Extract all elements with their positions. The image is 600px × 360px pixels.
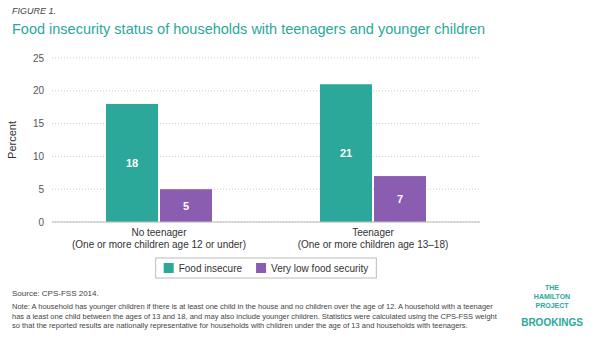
text-line: No teenager xyxy=(131,227,187,238)
grid-line xyxy=(52,58,480,59)
text-line: Teenager xyxy=(352,227,394,238)
bars xyxy=(106,84,426,222)
logo-text: THE HAMILTON PROJECT xyxy=(534,284,570,309)
bar xyxy=(374,176,426,222)
grid-line xyxy=(52,222,480,223)
y-tick-label: 25 xyxy=(33,53,45,64)
text-line: THE xyxy=(545,284,559,291)
title: Food insecurity status of households wit… xyxy=(12,21,485,37)
legend-label: Very low food security xyxy=(271,263,368,274)
x-tick-label: Teenager(One or more children age 13–18) xyxy=(298,227,449,250)
legend-label: Food insecure xyxy=(179,263,243,274)
text-line: has a least one child between the ages o… xyxy=(12,312,498,321)
data-label: 21 xyxy=(340,147,352,159)
text-line: so that the reported results are nationa… xyxy=(12,321,468,330)
data-label: 18 xyxy=(126,157,138,169)
y-tick-label: 5 xyxy=(38,184,44,195)
y-tick-label: 15 xyxy=(33,118,45,129)
text-line: (One or more children age 13–18) xyxy=(298,239,449,250)
logo-text: BROOKINGS xyxy=(521,317,583,328)
chart: FIGURE 1. Food insecurity status of house… xyxy=(0,0,600,360)
bar xyxy=(160,189,212,222)
figure-label: FIGURE 1. xyxy=(12,6,56,16)
y-tick-label: 10 xyxy=(33,151,45,162)
y-tick-label: 20 xyxy=(33,85,45,96)
text-line: HAMILTON xyxy=(534,293,570,300)
bar xyxy=(106,104,158,222)
legend-box xyxy=(156,258,377,278)
data-label: 5 xyxy=(183,200,189,212)
legend-swatch xyxy=(164,263,174,273)
x-axis-line xyxy=(52,222,480,223)
source: Source: CPS-FSS 2014. xyxy=(12,289,99,298)
data-label: 7 xyxy=(397,193,403,205)
x-tick-label: No teenager(One or more children age 12 … xyxy=(72,227,246,250)
legend: Food insecure Very low food security xyxy=(156,258,377,278)
grid-line xyxy=(52,90,480,91)
y-axis-label: Percent xyxy=(6,121,18,159)
text-line: PROJECT xyxy=(535,302,569,309)
legend-swatch xyxy=(256,263,266,273)
note: Note: A household has younger children i… xyxy=(12,302,498,330)
text-line: (One or more children age 12 or under) xyxy=(72,239,246,250)
bar xyxy=(320,84,372,222)
text-line: Note: A household has younger children i… xyxy=(12,302,493,311)
grid xyxy=(52,58,480,222)
y-tick-label: 0 xyxy=(38,217,44,228)
